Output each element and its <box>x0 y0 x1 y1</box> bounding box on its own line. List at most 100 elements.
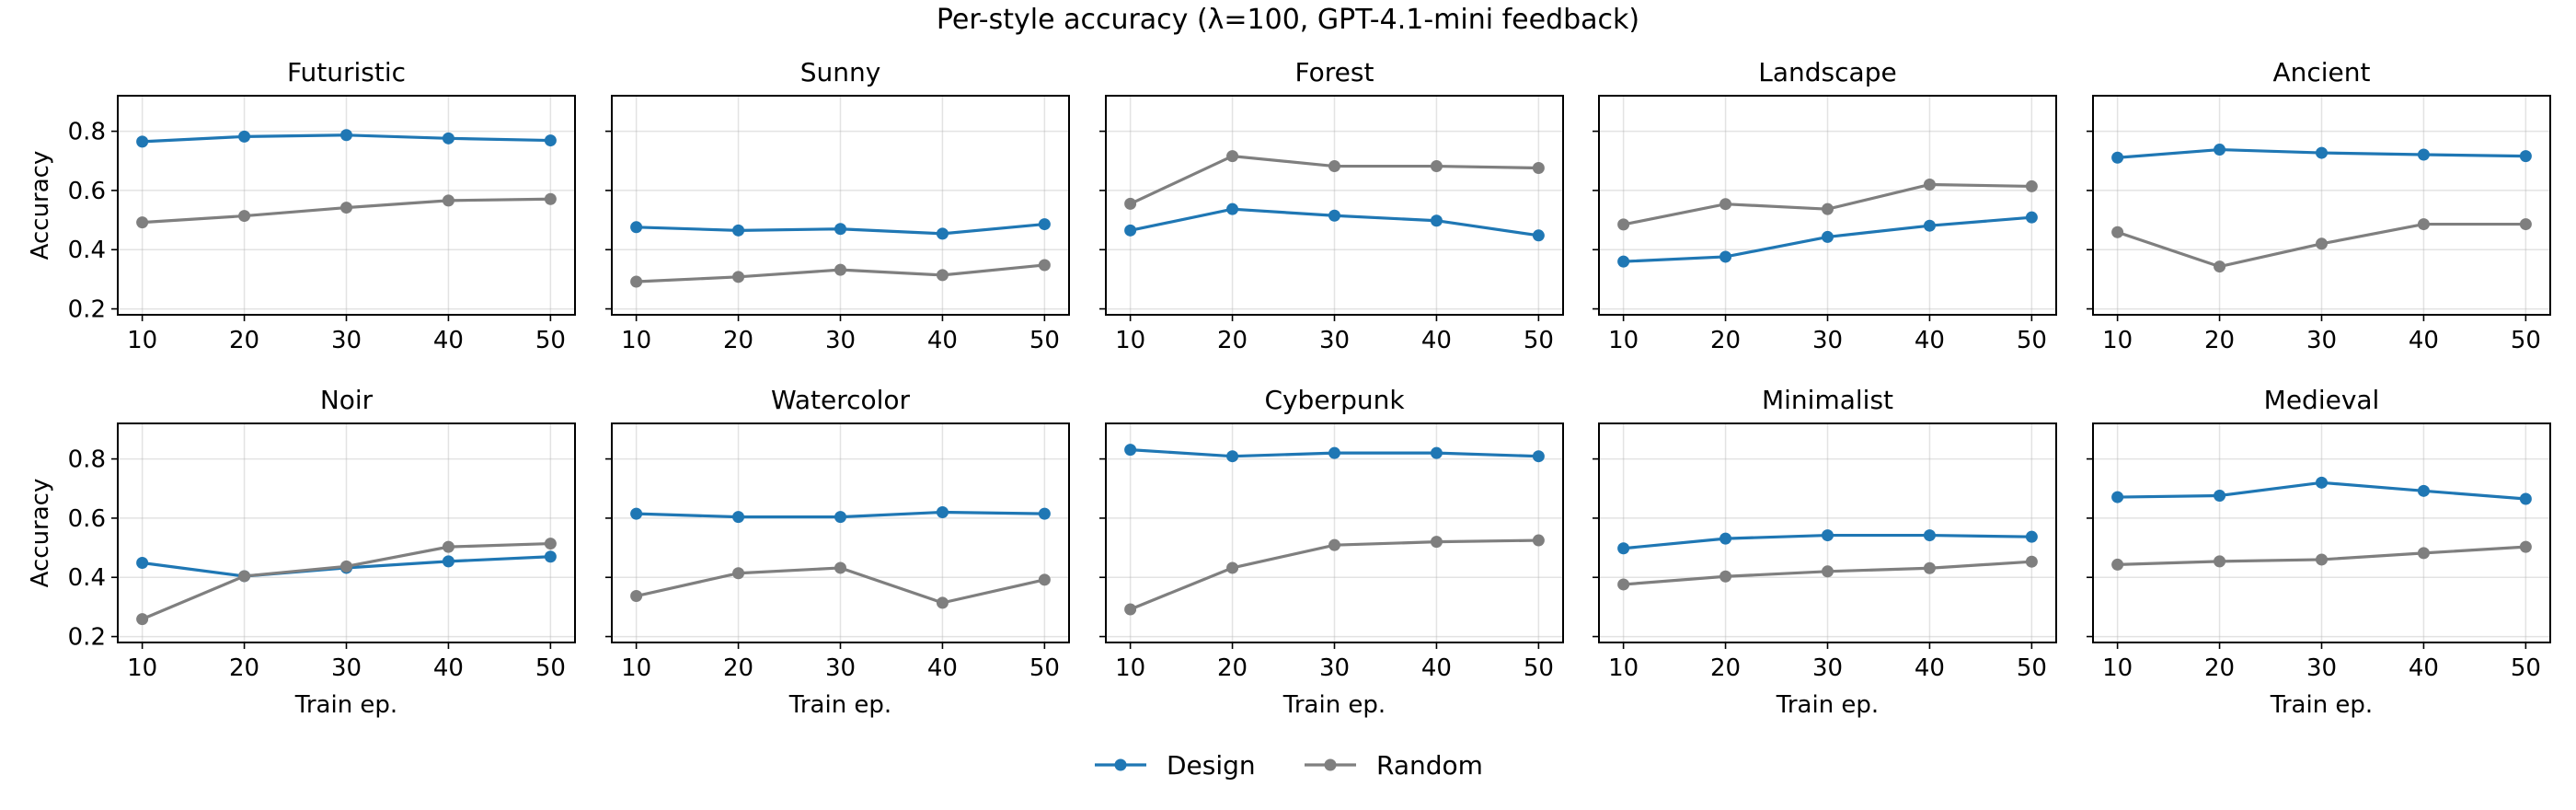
data-point-random <box>1328 160 1340 173</box>
data-point-random <box>1532 161 1545 174</box>
data-point-random <box>834 561 846 574</box>
data-point-random <box>630 275 643 288</box>
data-point-design <box>1124 224 1137 237</box>
data-point-design <box>630 507 643 520</box>
data-point-random <box>2316 553 2328 566</box>
data-point-random <box>136 216 149 229</box>
subplot-watercolor: 10 20 30 40 50 Watercolor Train ep. <box>605 385 1070 719</box>
x-tick-label: 20 <box>1217 654 1248 682</box>
data-point-design <box>732 511 745 524</box>
data-point-random <box>1719 198 1732 211</box>
legend-label: Random <box>1376 750 1483 781</box>
x-tick-label: 40 <box>433 654 464 682</box>
x-tick-label: 50 <box>1029 327 1060 354</box>
data-point-random <box>2111 558 2124 571</box>
subplot-title: Forest <box>1295 57 1374 87</box>
data-point-random <box>1124 603 1137 616</box>
subplot-title: Medieval <box>2264 385 2380 415</box>
data-point-design <box>2111 151 2124 164</box>
y-tick-label: 0.8 <box>68 446 106 474</box>
x-axis-label: Train ep. <box>294 691 397 719</box>
x-axis-label: Train ep. <box>1282 691 1386 719</box>
x-tick-label: 30 <box>825 654 856 682</box>
data-point-design <box>2316 146 2328 159</box>
data-point-design <box>834 511 846 524</box>
data-point-design <box>2111 491 2124 503</box>
data-point-random <box>1226 150 1239 163</box>
data-point-random <box>630 590 643 603</box>
data-point-random <box>834 263 846 276</box>
x-tick-label: 40 <box>1421 654 1452 682</box>
x-tick-label: 50 <box>535 654 566 682</box>
data-point-design <box>238 130 251 143</box>
subplot-title: Landscape <box>1758 57 1896 87</box>
data-point-design <box>2519 150 2532 163</box>
data-point-design <box>1226 450 1239 463</box>
data-point-design <box>2025 211 2038 224</box>
data-point-design <box>1923 219 1936 232</box>
x-tick-label: 20 <box>1710 654 1741 682</box>
data-point-random <box>732 271 745 284</box>
data-point-design <box>544 550 557 563</box>
x-tick-label: 50 <box>1524 654 1554 682</box>
data-point-random <box>1038 573 1051 586</box>
data-point-random <box>2417 218 2430 231</box>
data-point-design <box>1430 214 1443 227</box>
data-point-design <box>1822 230 1834 243</box>
x-tick-label: 40 <box>927 327 958 354</box>
x-tick-label: 40 <box>433 327 464 354</box>
data-point-random <box>732 567 745 580</box>
data-point-design <box>732 224 745 237</box>
x-tick-label: 20 <box>229 654 259 682</box>
x-tick-label: 20 <box>1710 327 1741 354</box>
subplot-title: Cyberpunk <box>1264 385 1405 415</box>
subplot-landscape: 10 20 30 40 50 Landscape <box>1593 57 2057 354</box>
x-tick-label: 30 <box>1812 654 1843 682</box>
x-axis-label: Train ep. <box>1776 691 1879 719</box>
data-point-random <box>2519 540 2532 553</box>
subplot-grid: 10 20 30 40 50 0.2 0.4 0.6 0.8 Futuristic Accuracy… <box>27 57 2551 719</box>
x-tick-label: 50 <box>1029 654 1060 682</box>
subplot-minimalist: 10 20 30 40 50 Minimalist Train ep. <box>1593 385 2057 719</box>
x-tick-label: 10 <box>2102 327 2133 354</box>
data-point-design <box>1617 542 1630 555</box>
x-tick-label: 50 <box>2017 327 2047 354</box>
data-point-design <box>2025 530 2038 543</box>
data-point-design <box>2519 492 2532 505</box>
data-point-random <box>936 269 949 282</box>
x-tick-label: 30 <box>1812 327 1843 354</box>
x-tick-label: 30 <box>331 327 362 354</box>
x-tick-label: 20 <box>229 327 259 354</box>
data-point-design <box>936 505 949 518</box>
data-point-design <box>2417 484 2430 497</box>
subplot-sunny: 10 20 30 40 50 Sunny <box>605 57 1070 354</box>
data-point-random <box>442 540 454 553</box>
x-tick-label: 20 <box>723 654 753 682</box>
data-point-random <box>1038 259 1051 272</box>
legend-marker-design <box>1114 758 1127 771</box>
subplot-noir: 10 20 30 40 50 0.2 0.4 0.6 0.8 Noir Accuracy Train … <box>27 385 576 719</box>
x-tick-label: 40 <box>927 654 958 682</box>
y-tick-label: 0.8 <box>68 119 106 146</box>
y-tick-label: 0.4 <box>68 237 106 264</box>
data-point-design <box>2316 476 2328 489</box>
data-point-random <box>1124 197 1137 210</box>
data-point-random <box>340 560 352 573</box>
data-point-random <box>1430 536 1443 549</box>
data-point-random <box>2025 179 2038 192</box>
data-point-random <box>2519 218 2532 231</box>
legend-item-random: Random <box>1305 750 1483 781</box>
data-point-random <box>1822 202 1834 215</box>
x-tick-label: 10 <box>127 654 157 682</box>
data-point-design <box>136 135 149 148</box>
legend: Design Random <box>1095 750 1483 781</box>
data-point-random <box>1719 570 1732 583</box>
data-point-design <box>544 134 557 147</box>
y-tick-label: 0.6 <box>68 505 106 533</box>
data-point-random <box>1328 538 1340 551</box>
data-point-design <box>1923 529 1936 542</box>
x-tick-label: 20 <box>723 327 753 354</box>
data-point-design <box>834 223 846 236</box>
x-tick-label: 40 <box>1915 654 1945 682</box>
